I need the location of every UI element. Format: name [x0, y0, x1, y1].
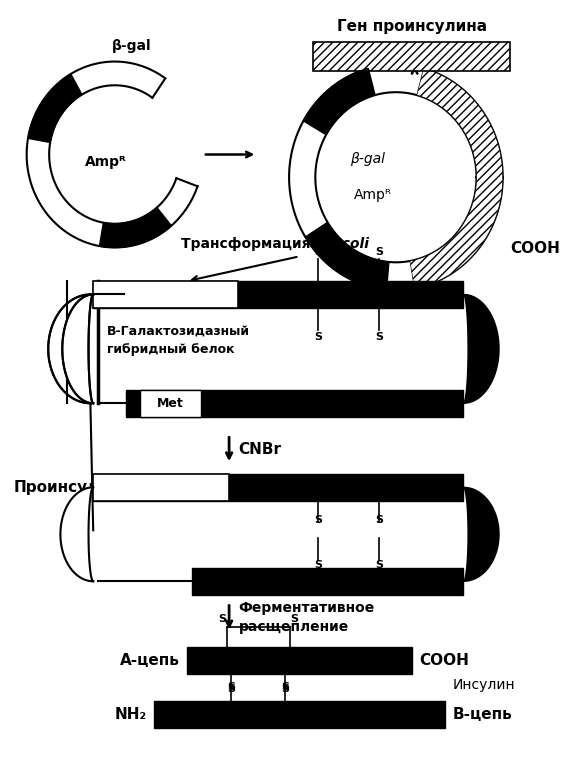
- Text: Ampᴿ: Ampᴿ: [85, 155, 126, 169]
- Bar: [93, 281, 463, 308]
- Text: S: S: [314, 248, 322, 258]
- Text: S: S: [227, 684, 235, 693]
- Text: S: S: [218, 614, 226, 624]
- Text: Ферментативное
расщепление: Ферментативное расщепление: [238, 601, 375, 633]
- Text: В-Галактозидазный
гибридный белок: В-Галактозидазный гибридный белок: [108, 325, 250, 356]
- Text: S: S: [375, 331, 383, 341]
- Bar: [126, 390, 463, 417]
- Bar: [154, 702, 444, 728]
- Polygon shape: [48, 294, 90, 403]
- Polygon shape: [306, 223, 389, 290]
- Polygon shape: [60, 488, 93, 581]
- Text: А-цепь: А-цепь: [119, 653, 179, 668]
- Bar: [93, 474, 229, 501]
- Text: Трансформация: Трансформация: [180, 238, 315, 251]
- Text: В-цепь: В-цепь: [452, 707, 512, 722]
- Text: S: S: [375, 560, 383, 570]
- Text: CNBr: CNBr: [238, 442, 282, 456]
- Bar: [187, 647, 412, 674]
- Polygon shape: [28, 74, 82, 142]
- Text: Met: Met: [156, 397, 183, 410]
- Text: COOH: COOH: [510, 241, 560, 256]
- Polygon shape: [303, 69, 375, 135]
- Bar: [192, 568, 463, 594]
- Bar: [93, 474, 463, 501]
- Polygon shape: [100, 207, 171, 248]
- Text: S: S: [314, 514, 322, 524]
- Text: S: S: [375, 514, 383, 524]
- Text: S: S: [281, 682, 289, 692]
- Polygon shape: [463, 488, 499, 581]
- Text: NH₂: NH₂: [114, 707, 147, 722]
- Text: S: S: [281, 684, 289, 693]
- Text: β-gal: β-gal: [112, 39, 151, 53]
- Text: Ген проинсулина: Ген проинсулина: [337, 19, 487, 34]
- Text: S: S: [291, 614, 299, 624]
- Polygon shape: [463, 294, 499, 403]
- Bar: [93, 281, 238, 308]
- Text: S: S: [314, 331, 322, 341]
- Text: Проинсулин: Проинсулин: [14, 480, 120, 495]
- Text: S: S: [375, 248, 383, 258]
- Polygon shape: [410, 69, 503, 288]
- Text: S: S: [314, 560, 322, 570]
- Bar: [93, 281, 238, 308]
- Polygon shape: [62, 294, 93, 403]
- Text: Ampᴿ: Ampᴿ: [353, 188, 391, 202]
- Text: Инсулин: Инсулин: [452, 677, 515, 692]
- Bar: [140, 390, 201, 417]
- Text: β-gal: β-gal: [351, 152, 385, 166]
- Bar: [314, 42, 510, 72]
- Text: E.coli: E.coli: [328, 238, 369, 251]
- Text: COOH: COOH: [419, 653, 469, 668]
- Text: S: S: [227, 682, 235, 692]
